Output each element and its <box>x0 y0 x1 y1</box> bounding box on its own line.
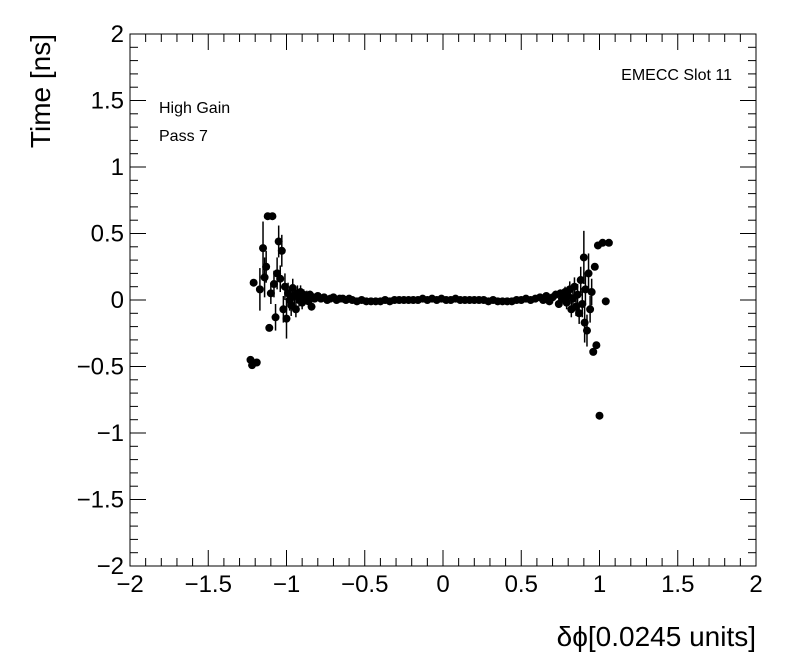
x-tick-label: 1.5 <box>661 571 694 598</box>
data-point <box>575 309 584 318</box>
y-tick-label: −1 <box>97 420 124 447</box>
annotation-slot: EMECC Slot 11 <box>621 67 732 84</box>
data-point <box>570 282 579 291</box>
data-point <box>576 276 585 285</box>
y-tick-label: 1 <box>111 154 124 181</box>
data-point <box>579 253 588 262</box>
y-tick-label: −2 <box>97 553 124 580</box>
data-point <box>249 278 258 287</box>
annotation-gain: High Gain <box>159 100 230 117</box>
x-tick-labels: −2 −1.5 −1 −0.5 0 0.5 1 1.5 2 <box>116 571 762 598</box>
data-point <box>586 305 595 314</box>
data-point <box>573 290 582 299</box>
data-point <box>307 302 316 311</box>
data-point <box>268 212 277 221</box>
data-point <box>279 305 288 314</box>
y-axis-title: Time [ns] <box>25 34 56 148</box>
x-tick-label: −2 <box>116 571 143 598</box>
x-tick-label: −1 <box>273 571 300 598</box>
y-tick-label: 0.5 <box>91 221 124 248</box>
axis-ticks <box>129 33 757 567</box>
data-point <box>595 411 604 420</box>
y-tick-label: 2 <box>111 21 124 48</box>
x-tick-label: −0.5 <box>341 571 388 598</box>
data-point <box>581 285 590 294</box>
data-point <box>271 313 280 322</box>
annotation-pass: Pass 7 <box>159 128 208 145</box>
x-tick-label: 1 <box>593 571 606 598</box>
data-point <box>259 244 268 253</box>
data-point <box>280 282 289 291</box>
data-point <box>582 326 591 335</box>
y-tick-label: 1.5 <box>91 88 124 115</box>
data-point <box>274 237 283 246</box>
x-tick-label: 0.5 <box>505 571 538 598</box>
data-point <box>262 262 271 271</box>
data-point <box>266 289 275 298</box>
data-point <box>587 288 596 297</box>
data-point <box>584 269 593 278</box>
data-point <box>291 305 300 314</box>
data-point <box>255 285 264 294</box>
x-tick-label: 0 <box>436 571 449 598</box>
data-point <box>276 274 285 283</box>
data-point <box>598 238 607 247</box>
data-point <box>277 246 286 255</box>
data-point <box>252 358 261 367</box>
data-points <box>246 212 613 420</box>
y-tick-label: −0.5 <box>77 354 124 381</box>
data-point <box>590 262 599 271</box>
y-tick-label: 0 <box>111 287 124 314</box>
data-point <box>282 314 291 323</box>
data-point <box>269 280 278 289</box>
data-point <box>604 238 613 247</box>
x-tick-label: −1.5 <box>185 571 232 598</box>
data-point <box>260 273 269 282</box>
data-point <box>592 341 601 350</box>
y-tick-labels: −2 −1.5 −1 −0.5 0 0.5 1 1.5 2 <box>77 21 124 580</box>
y-tick-label: −1.5 <box>77 487 124 514</box>
data-point <box>589 347 598 356</box>
data-point <box>265 323 274 332</box>
x-tick-label: 2 <box>749 571 762 598</box>
data-point <box>601 297 610 306</box>
x-axis-title: δϕ[0.0245 units] <box>557 621 756 652</box>
